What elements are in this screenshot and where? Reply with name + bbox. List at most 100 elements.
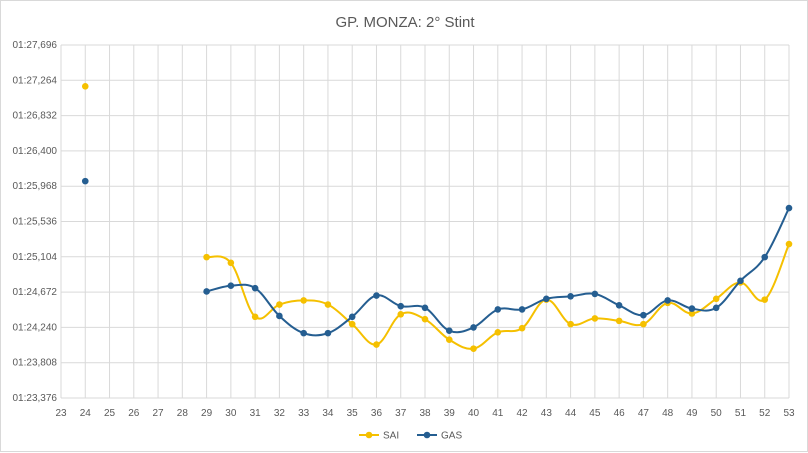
- y-tick-label: 01:25,104: [13, 252, 58, 263]
- legend-item: GAS: [417, 431, 462, 442]
- data-point: [227, 259, 235, 267]
- data-point: [494, 329, 502, 336]
- data-point: [712, 295, 720, 303]
- data-point: [421, 315, 429, 323]
- y-tick-label: 01:23,808: [13, 358, 58, 369]
- x-tick-label: 49: [686, 408, 698, 419]
- data-point: [737, 277, 744, 285]
- data-point: [591, 315, 599, 322]
- data-point: [81, 177, 89, 185]
- data-point: [324, 329, 332, 337]
- legend-item: SAI: [359, 431, 399, 442]
- x-tick-label: 41: [492, 408, 504, 419]
- x-tick-label: 31: [250, 408, 262, 419]
- data-point: [470, 324, 477, 331]
- chart-title: GP. MONZA: 2° Stint: [335, 14, 475, 31]
- data-point: [251, 313, 259, 321]
- data-point: [324, 301, 332, 308]
- data-point: [203, 253, 210, 261]
- x-tick-label: 47: [638, 408, 650, 419]
- data-point: [203, 288, 210, 295]
- x-tick-label: 43: [541, 408, 553, 419]
- data-point: [615, 317, 623, 325]
- series-gas: [81, 177, 793, 337]
- data-point: [567, 293, 574, 300]
- gridlines: [60, 44, 790, 399]
- legend-swatch-marker: [423, 431, 431, 439]
- data-point: [640, 320, 647, 328]
- data-point: [470, 345, 477, 352]
- data-point: [276, 301, 283, 308]
- data-point: [373, 292, 380, 299]
- y-tick-label: 01:25,968: [13, 181, 58, 192]
- data-point: [688, 310, 696, 317]
- x-tick-label: 44: [565, 408, 577, 419]
- axis-ticks: 23 24 25 26 27 28 29 30 31 32 33 34 35 36 37 38 39 40 41 42…: [13, 40, 795, 419]
- x-tick-label: 50: [711, 408, 723, 419]
- data-point: [494, 306, 502, 313]
- x-tick-label: 46: [614, 408, 626, 419]
- data-point: [81, 83, 89, 90]
- x-tick-label: 26: [128, 408, 140, 419]
- data-point: [518, 306, 526, 313]
- x-tick-label: 45: [589, 408, 601, 419]
- data-point: [761, 253, 769, 261]
- x-tick-label: 27: [153, 408, 165, 419]
- data-point: [761, 296, 769, 303]
- x-tick-label: 42: [517, 408, 529, 419]
- legend-label: GAS: [441, 431, 462, 442]
- legend: SAI GAS: [359, 431, 462, 442]
- legend-swatch-marker: [365, 431, 373, 439]
- data-point: [567, 320, 574, 328]
- y-tick-label: 01:26,400: [13, 146, 58, 157]
- x-tick-label: 32: [274, 408, 286, 419]
- data-point: [640, 311, 647, 319]
- x-tick-label: 35: [347, 408, 359, 419]
- data-point: [300, 297, 307, 304]
- y-tick-label: 01:24,240: [13, 322, 58, 333]
- data-point: [591, 290, 599, 298]
- data-point: [712, 304, 720, 312]
- x-tick-label: 36: [371, 408, 383, 419]
- data-point: [543, 295, 550, 303]
- x-tick-label: 48: [662, 408, 674, 419]
- x-tick-label: 33: [298, 408, 310, 419]
- data-point: [348, 313, 356, 321]
- data-point: [785, 204, 793, 212]
- x-tick-label: 30: [225, 408, 237, 419]
- y-tick-label: 01:25,536: [13, 217, 58, 228]
- data-point: [688, 305, 696, 312]
- x-tick-label: 29: [201, 408, 213, 419]
- data-point: [664, 297, 671, 304]
- x-tick-label: 53: [783, 408, 795, 419]
- x-tick-label: 39: [444, 408, 456, 419]
- series-sai: [81, 83, 793, 352]
- x-tick-label: 34: [322, 408, 334, 419]
- data-point: [373, 341, 380, 348]
- x-tick-label: 52: [759, 408, 771, 419]
- data-point: [615, 302, 623, 309]
- x-tick-label: 37: [395, 408, 407, 419]
- data-point: [348, 320, 356, 328]
- y-tick-label: 01:26,832: [13, 111, 58, 122]
- x-tick-label: 24: [80, 408, 92, 419]
- y-tick-label: 01:23,376: [13, 393, 58, 404]
- data-point: [785, 240, 793, 248]
- x-tick-label: 25: [104, 408, 116, 419]
- x-tick-label: 40: [468, 408, 480, 419]
- data-point: [251, 284, 259, 292]
- x-tick-label: 51: [735, 408, 747, 419]
- data-point: [421, 304, 429, 312]
- data-point: [397, 311, 405, 318]
- data-point: [397, 302, 405, 310]
- y-tick-label: 01:24,672: [13, 287, 58, 298]
- data-point: [227, 282, 235, 290]
- series-layer: [81, 83, 793, 352]
- data-point: [445, 336, 453, 343]
- x-tick-label: 23: [55, 408, 67, 419]
- data-point: [276, 312, 283, 320]
- y-tick-label: 01:27,264: [13, 75, 58, 86]
- data-point: [300, 329, 307, 337]
